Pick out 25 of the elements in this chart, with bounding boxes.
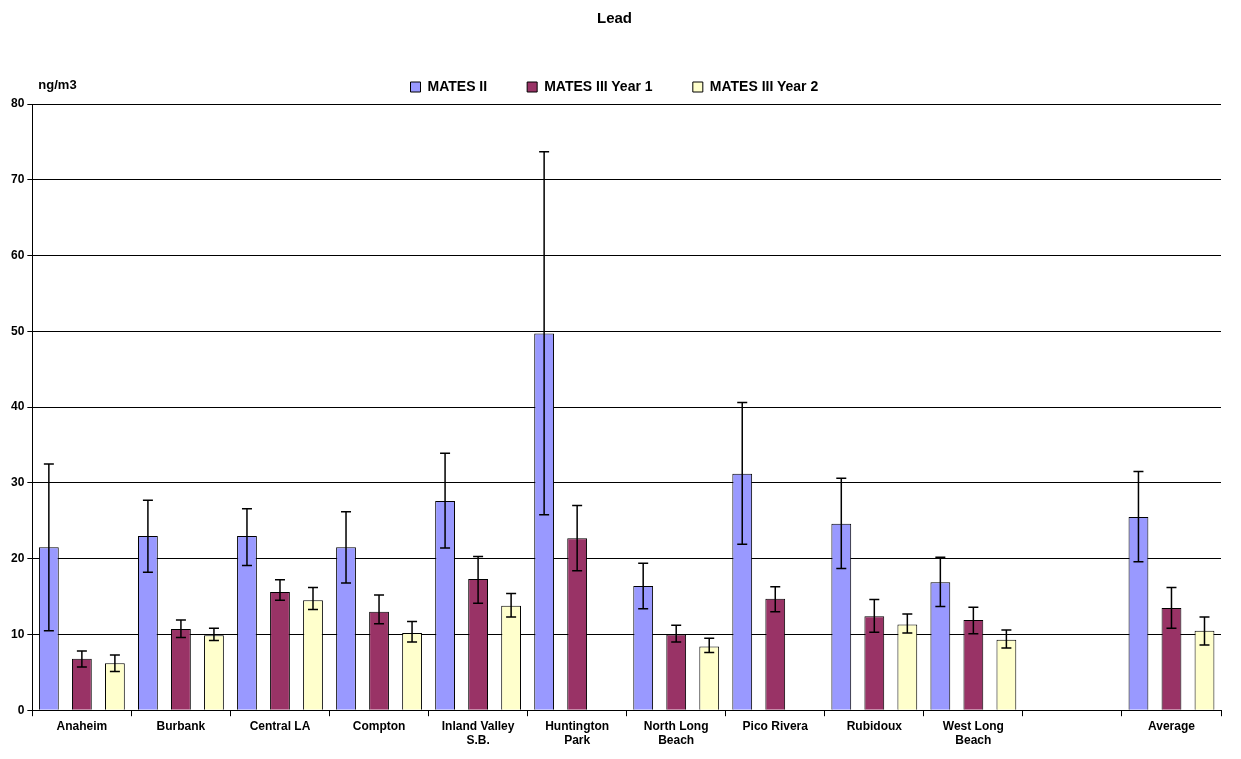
y-tick-label: 10 (10, 626, 25, 641)
x-tick-label: Anaheim (56, 718, 108, 733)
legend-label: MATES II (427, 77, 488, 94)
x-tick-label: Burbank (156, 718, 206, 733)
x-tick-label: Pico Rivera (742, 718, 809, 733)
legend-label: MATES III Year 1 (544, 77, 653, 94)
x-tick-label: Average (1148, 718, 1196, 733)
y-tick-label: 70 (10, 172, 25, 187)
legend-label: MATES III Year 2 (709, 77, 819, 94)
x-tick-label: Compton (352, 718, 406, 733)
y-tick-label: 20 (10, 550, 25, 565)
x-tick-label: Inland Valley S.B. (441, 718, 515, 748)
y-tick-label: 80 (10, 96, 25, 111)
y-axis-title: ng/m3 (38, 77, 77, 93)
x-tick-label: Huntington Park (545, 718, 610, 748)
x-tick-label: Central LA (249, 718, 311, 733)
y-tick-label: 40 (10, 399, 25, 414)
y-tick-label: 50 (10, 323, 25, 338)
x-tick-label: West Long Beach (942, 718, 1004, 748)
x-tick-label: North Long Beach (643, 718, 709, 748)
y-tick-label: 30 (10, 475, 25, 490)
chart-title: Lead (596, 9, 633, 27)
x-tick-label: Rubidoux (846, 718, 903, 733)
y-tick-label: 0 (17, 702, 25, 717)
y-tick-label: 60 (10, 247, 25, 262)
